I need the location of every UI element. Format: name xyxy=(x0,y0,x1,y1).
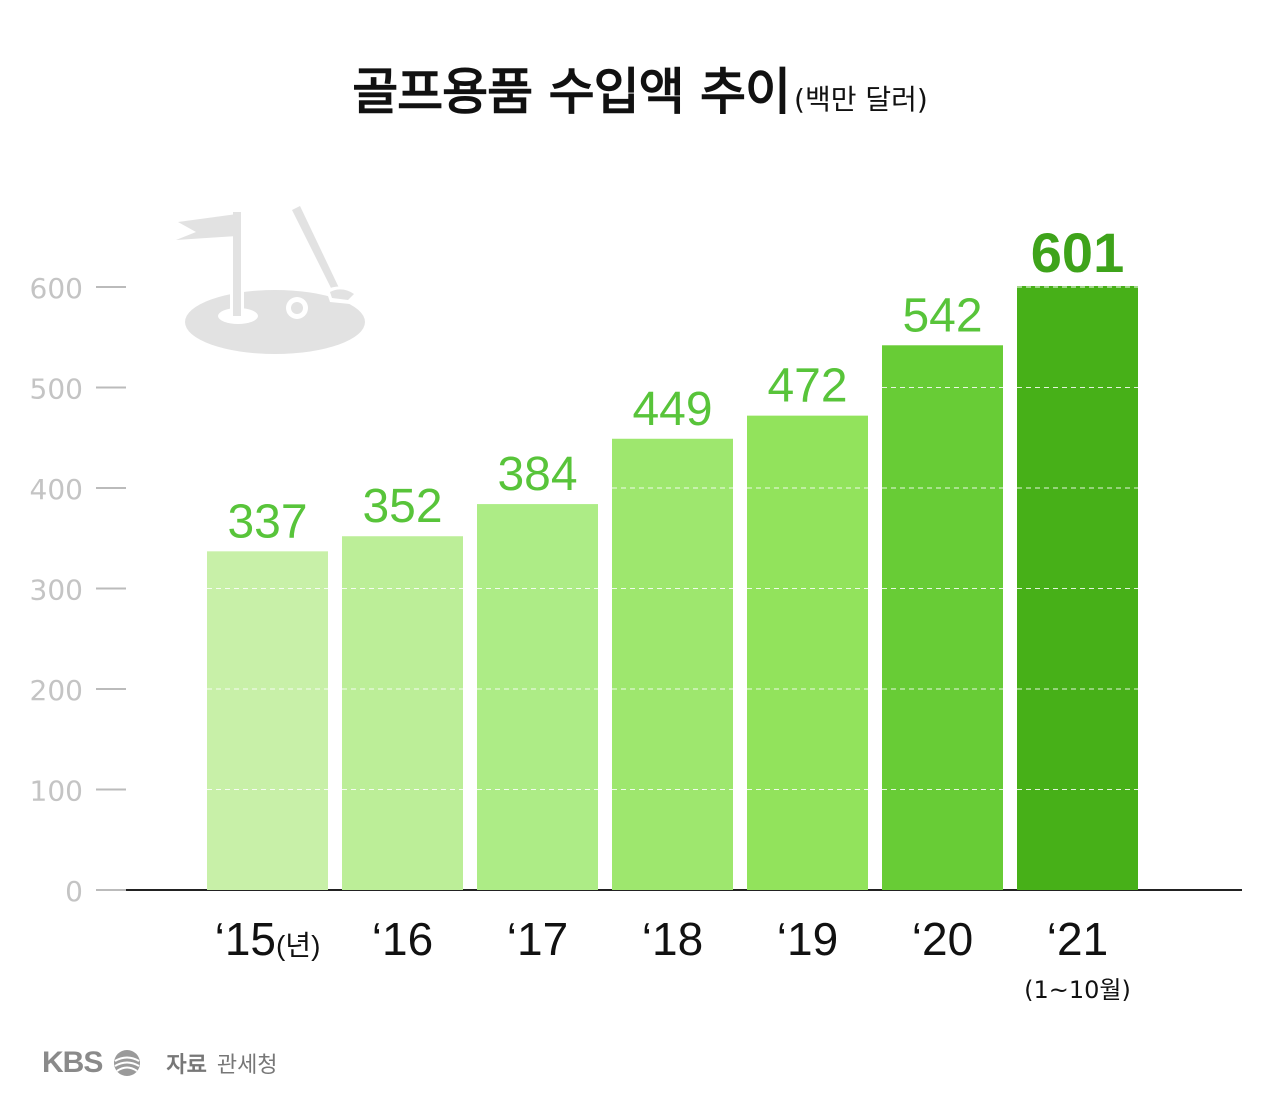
kbs-logo-icon xyxy=(114,1050,141,1076)
axes: 0 100 200 300 400 500 600 xyxy=(30,272,1242,908)
y-tick-label: 100 xyxy=(30,775,83,808)
x-tick-label: ‘19 xyxy=(777,913,838,965)
chart-title: 골프용품 수입액 추이 xyxy=(352,63,791,121)
x-tick-label: ‘20 xyxy=(912,913,973,965)
bar-value-label: 449 xyxy=(632,383,712,436)
bar-value-label: 542 xyxy=(902,289,982,342)
x-tick-label: ‘16 xyxy=(372,913,433,965)
bar-value-label: 337 xyxy=(227,495,307,548)
bar-value-label: 601 xyxy=(1031,221,1124,284)
y-tick-label: 200 xyxy=(30,674,83,707)
bar-value-label: 384 xyxy=(497,448,577,501)
bar xyxy=(342,536,463,890)
x-axis-labels: ‘15(년) ‘16 ‘17 ‘18 ‘19 ‘20 ‘21 (1~10월) xyxy=(215,913,1131,1004)
bar xyxy=(612,438,733,890)
x-tick-label: ‘18 xyxy=(642,913,703,965)
bar xyxy=(207,551,328,890)
x-tick-label: ‘21 xyxy=(1047,913,1108,965)
y-tick-label: 0 xyxy=(65,875,83,908)
bars: 337 352 384 449 472 542 601 xyxy=(207,221,1138,890)
y-tick-label: 600 xyxy=(30,272,83,305)
chart-title-block: 골프용품 수입액 추이 (백만 달러) xyxy=(0,52,1280,124)
x-tick-note: (1~10월) xyxy=(1024,976,1131,1004)
bar-value-label: 472 xyxy=(767,360,847,413)
kbs-logo-text: KBS xyxy=(42,1046,103,1079)
bar xyxy=(882,345,1003,890)
y-tick-label: 400 xyxy=(30,473,83,506)
bar xyxy=(477,504,598,890)
golf-flag-club-icon xyxy=(176,206,365,354)
x-tick-label: ‘17 xyxy=(507,913,568,965)
y-tick-label: 300 xyxy=(30,574,83,607)
footer: KBS 자료 관세청 xyxy=(42,1043,278,1083)
y-tick-label: 500 xyxy=(30,373,83,406)
source-label: 자료 xyxy=(166,1053,207,1078)
bar-value-label: 352 xyxy=(362,480,442,533)
bar xyxy=(747,415,868,890)
chart-unit: (백만 달러) xyxy=(794,83,928,116)
x-tick-label: ‘15(년) xyxy=(215,913,321,965)
source-value: 관세청 xyxy=(216,1053,278,1078)
bar xyxy=(1017,285,1138,890)
